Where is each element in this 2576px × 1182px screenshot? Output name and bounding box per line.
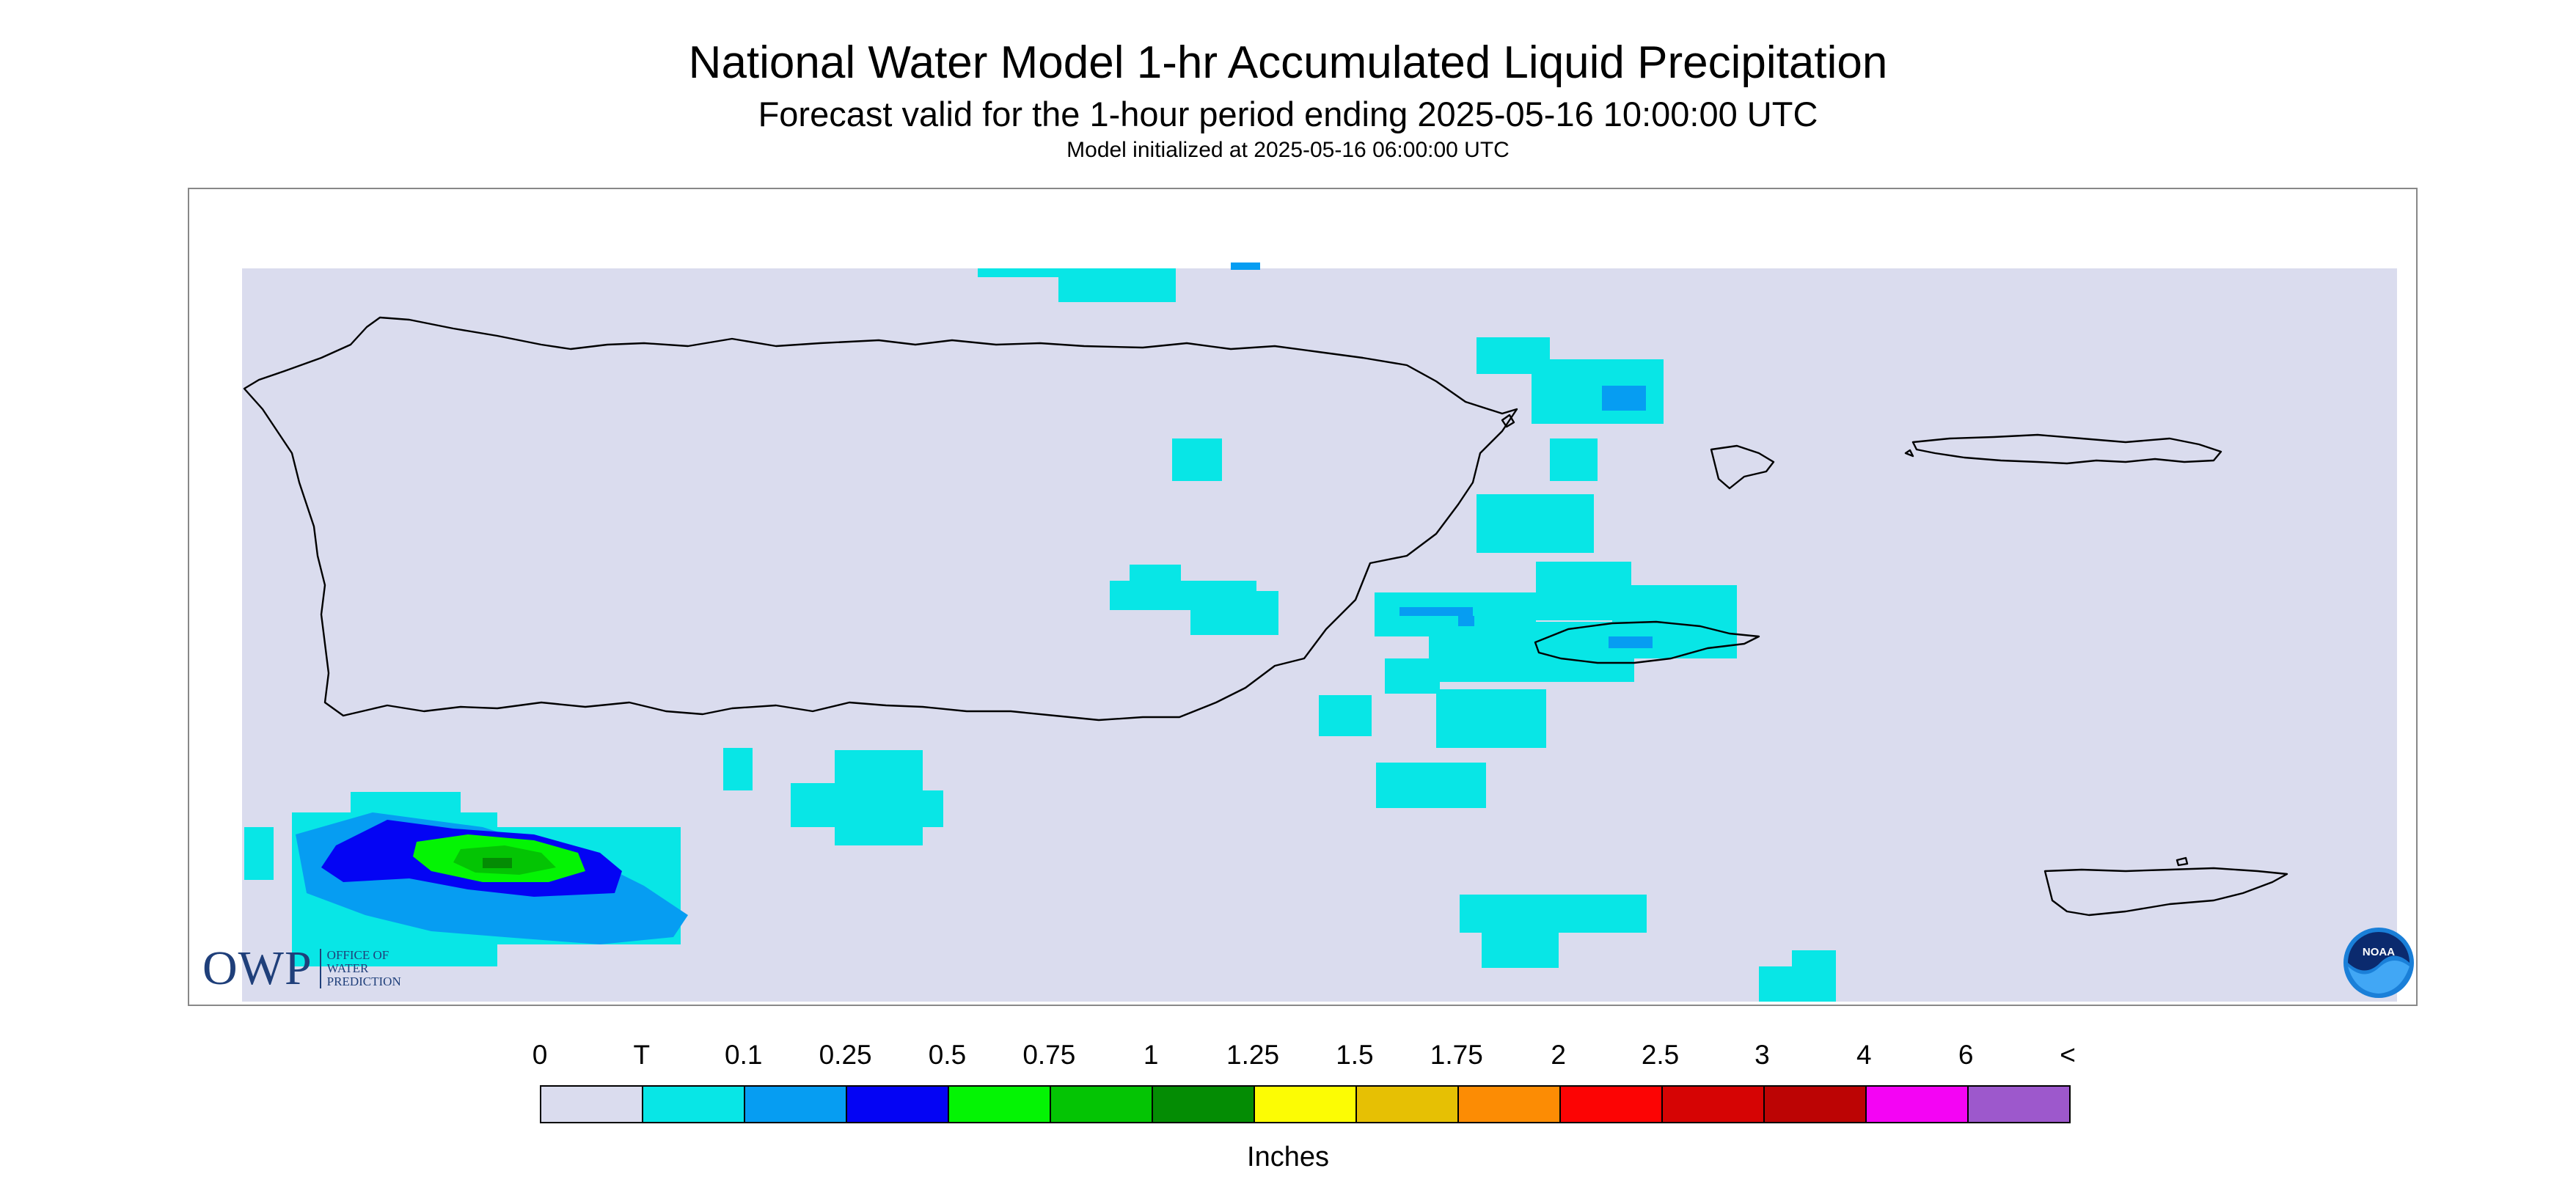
map-subtitle: Forecast valid for the 1-hour period end… [758,95,1818,133]
owp-logo: OWP OFFICE OF WATER PREDICTION [202,941,401,996]
legend-swatch [847,1087,949,1122]
legend-swatch [1765,1087,1867,1122]
islet-outline-3 [2176,856,2189,867]
legend-tick-label: 0.1 [725,1040,763,1070]
legend-swatch [745,1087,847,1122]
islet-outline-1 [1501,414,1515,428]
coastline-outlines [243,316,2288,917]
owp-line-2: WATER [326,961,369,975]
st-croix-outline [2043,867,2288,917]
st-thomas-stjohn-outline [1911,433,2222,465]
culebra-outline [1710,444,1775,490]
legend-swatch [1357,1087,1459,1122]
map-panel: OWP OFFICE OF WATER PREDICTION NOAA [188,188,2418,1006]
legend-tick-label: 1 [1143,1040,1159,1070]
legend-tick-label: 2.5 [1641,1040,1680,1070]
owp-logo-letters: OWP [202,941,312,995]
legend-tick-label: 4 [1856,1040,1872,1070]
owp-line-3: PREDICTION [326,974,401,988]
islet-outline-2 [1904,449,1914,458]
legend-tick-label: 2 [1551,1040,1566,1070]
puerto-rico-outline [243,316,1518,722]
culebra-vieques-outline [1534,620,1760,664]
legend-swatch [1255,1087,1357,1122]
legend-swatch [1051,1087,1153,1122]
noaa-logo: NOAA [2343,928,2414,998]
legend-tick-label: 1.5 [1336,1040,1374,1070]
model-init-text: Model initialized at 2025-05-16 06:00:00… [1066,138,1510,162]
owp-line-1: OFFICE OF [326,948,389,962]
legend-units-label: Inches [1247,1142,1329,1172]
legend-swatch [541,1087,643,1122]
legend-tick-label: T [633,1040,651,1070]
owp-logo-subtitle: OFFICE OF WATER PREDICTION [319,948,401,988]
legend-swatch [1663,1087,1765,1122]
legend-tick-label: 1.75 [1430,1040,1483,1070]
legend-swatch [1153,1087,1255,1122]
legend-color-bar [540,1085,2071,1123]
legend-tick-label: 0 [532,1040,548,1070]
map-title: National Water Model 1-hr Accumulated Li… [688,37,1888,88]
legend-swatch [1561,1087,1663,1122]
precipitation-map [242,263,2416,1002]
legend-swatch [1969,1087,2069,1122]
precip-cells-1p0 [483,858,512,868]
legend-swatch [1459,1087,1561,1122]
noaa-logo-text: NOAA [2363,946,2395,958]
legend-swatch [1867,1087,1969,1122]
legend-tick-label: 1.25 [1226,1040,1280,1070]
color-legend: 0 T 0.1 0.25 0.5 0.75 1 1.25 1.5 1.75 2 2.5 3 4 6 < [533,1040,2076,1128]
legend-swatch [643,1087,745,1122]
legend-tick-label: 6 [1958,1040,1974,1070]
legend-tick-label: < [2060,1040,2076,1070]
legend-tick-label: 3 [1754,1040,1770,1070]
legend-swatch [949,1087,1051,1122]
legend-tick-label: 0.25 [819,1040,872,1070]
legend-tick-label: 0.75 [1022,1040,1076,1070]
legend-tick-label: 0.5 [928,1040,967,1070]
